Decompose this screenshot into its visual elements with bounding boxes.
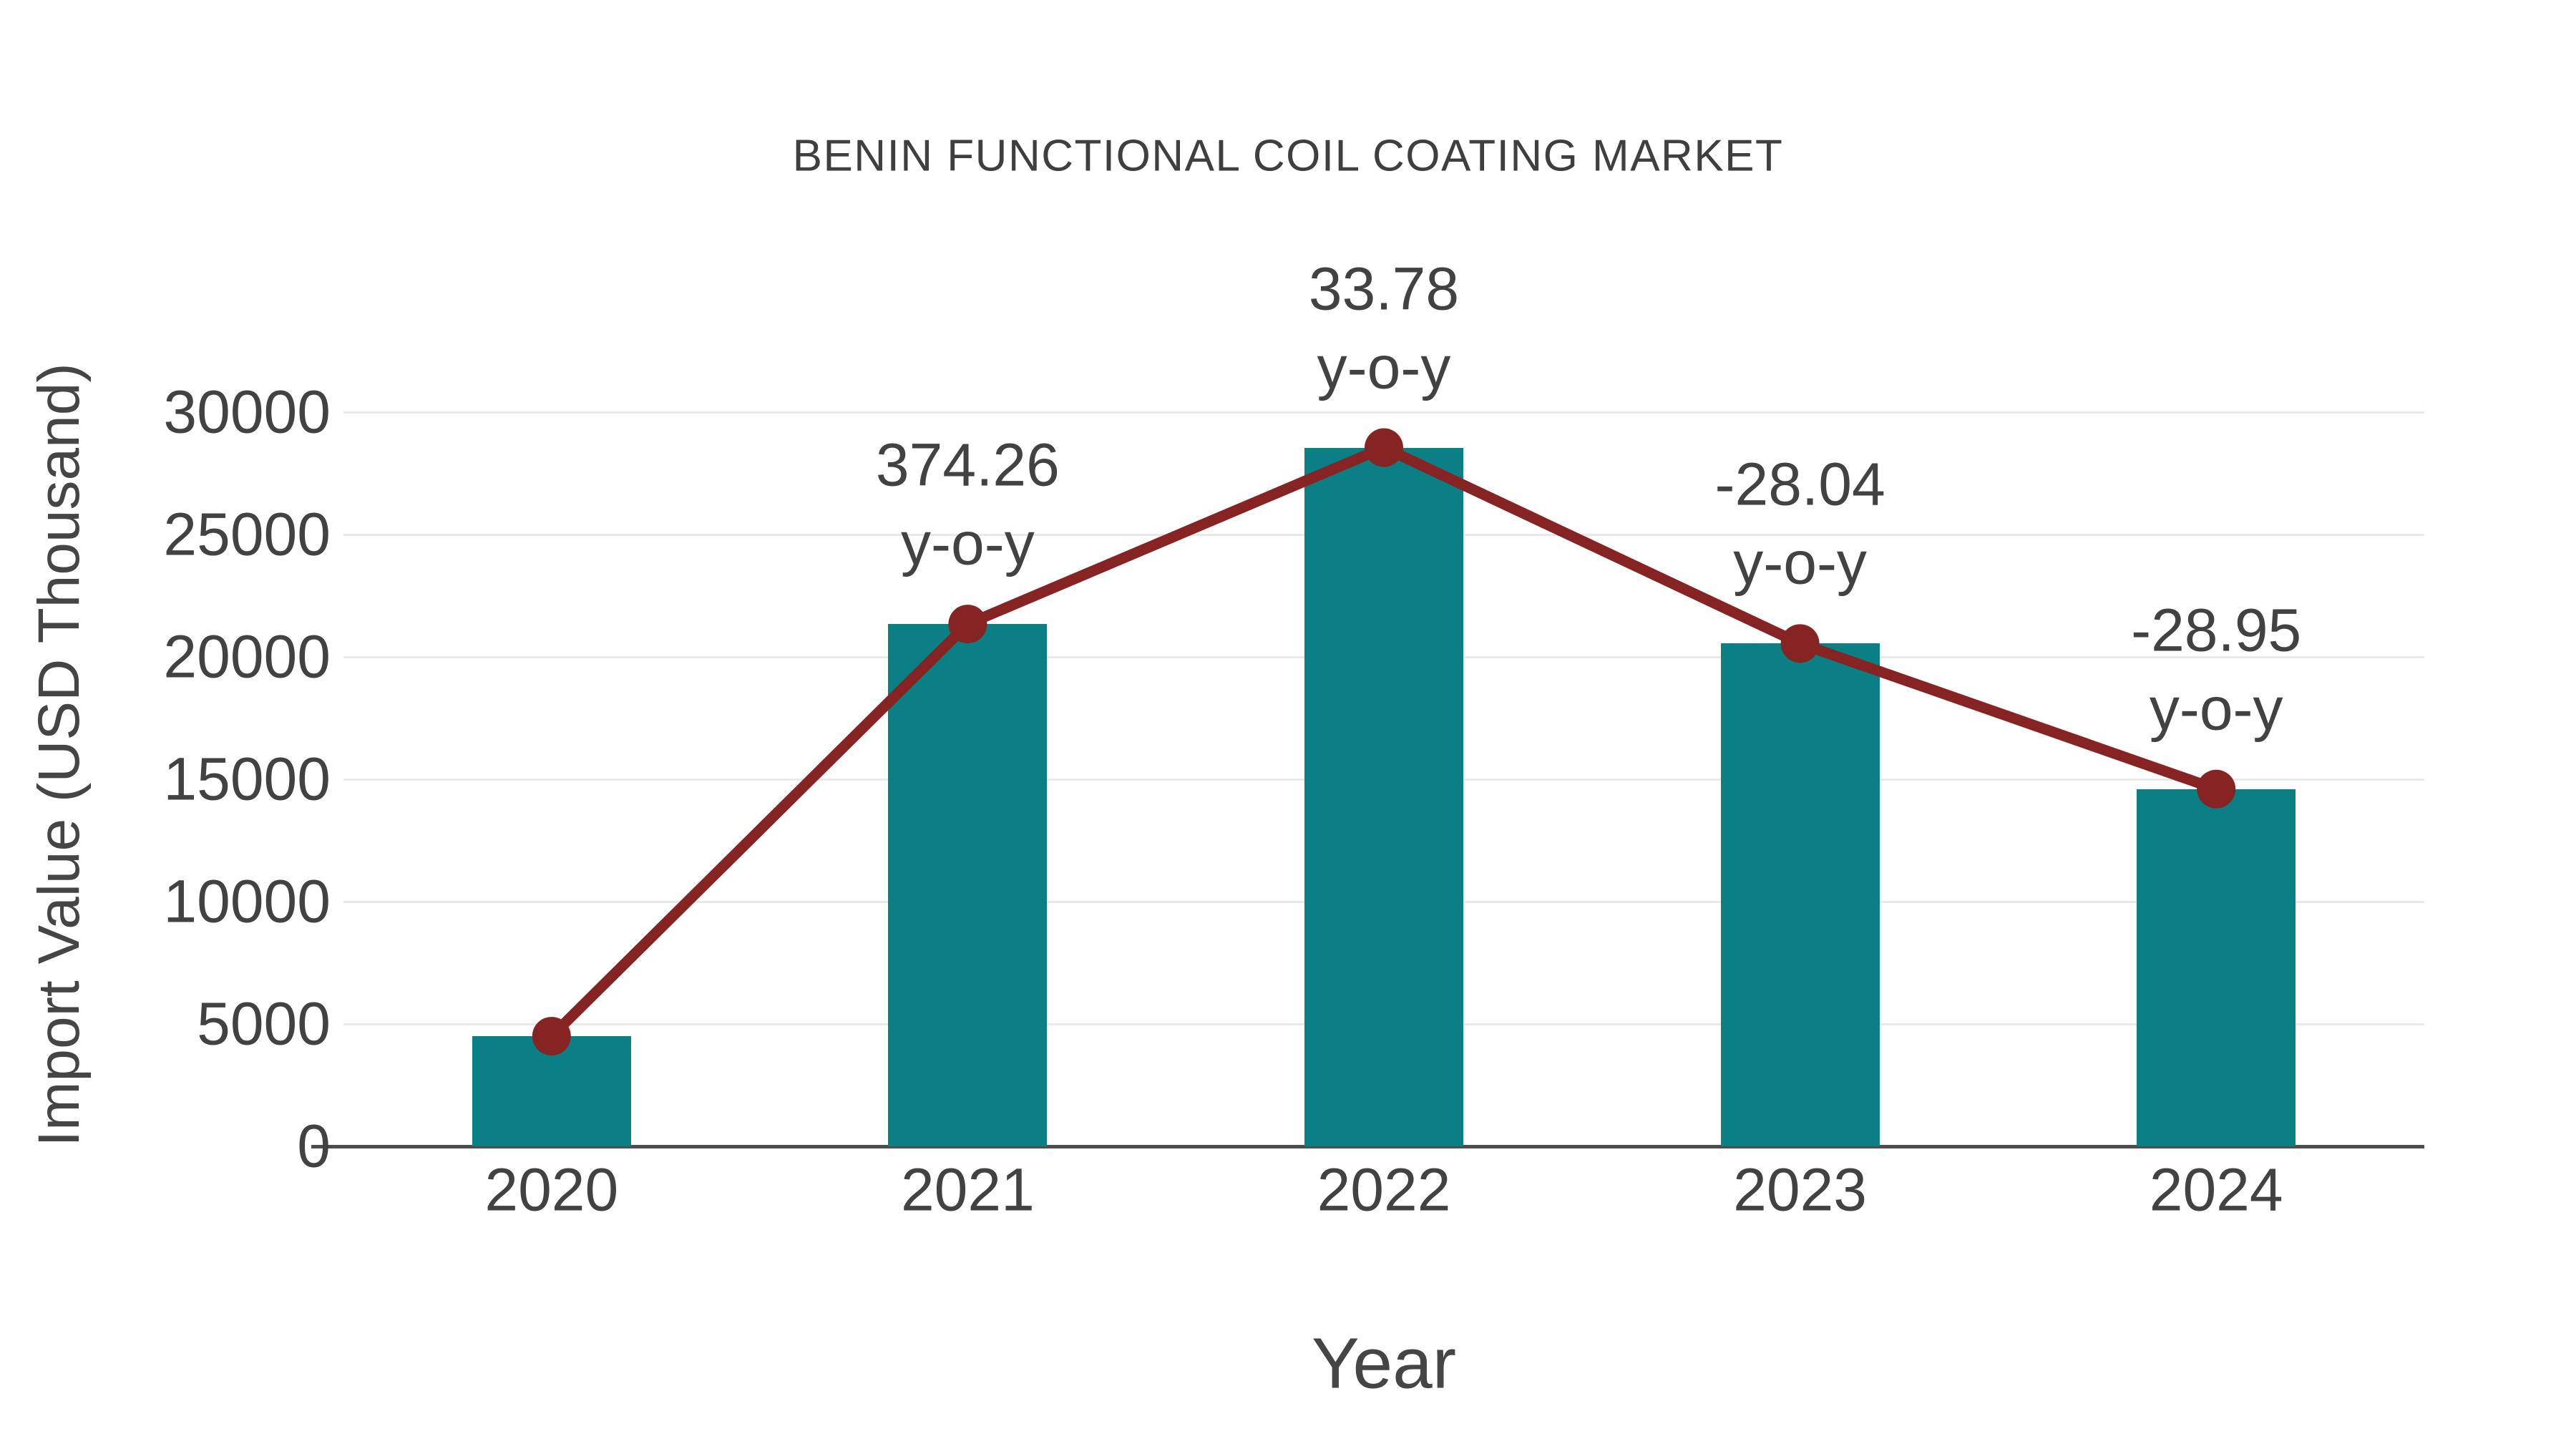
gridline-30000 bbox=[343, 411, 2424, 414]
annotation-2023-value: -28.04 bbox=[1714, 450, 1885, 518]
annotation-2024-yoy-label: y-o-y bbox=[2149, 675, 2283, 743]
annotation-2022-value: 33.78 bbox=[1308, 255, 1460, 323]
bar-2024 bbox=[2137, 789, 2296, 1146]
x-tick-2024: 2024 bbox=[2149, 1156, 2283, 1224]
annotation-2023-yoy-label: y-o-y bbox=[1733, 529, 1867, 597]
y-tick-25000: 25000 bbox=[163, 500, 331, 568]
x-tick-2022: 2022 bbox=[1317, 1156, 1451, 1224]
chart-title: BENIN FUNCTIONAL COIL COATING MARKET bbox=[792, 131, 1784, 181]
bar-2023 bbox=[1720, 643, 1880, 1146]
annotation-2022-yoy-label: y-o-y bbox=[1317, 333, 1451, 401]
y-tick-20000: 20000 bbox=[163, 623, 331, 691]
y-tick-15000: 15000 bbox=[163, 745, 331, 813]
bar-2020 bbox=[472, 1036, 631, 1146]
y-tick-5000: 5000 bbox=[197, 990, 331, 1058]
x-tick-2023: 2023 bbox=[1733, 1156, 1868, 1224]
x-tick-2021: 2021 bbox=[900, 1156, 1035, 1224]
y-tick-10000: 10000 bbox=[163, 867, 331, 935]
bar-2021 bbox=[888, 624, 1048, 1146]
x-tick-2020: 2020 bbox=[484, 1156, 619, 1224]
annotation-2021-value: 374.26 bbox=[875, 431, 1060, 499]
annotation-2021-yoy-label: y-o-y bbox=[901, 509, 1035, 577]
y-tick-30000: 30000 bbox=[163, 378, 331, 446]
x-axis-line bbox=[311, 1144, 2424, 1148]
bar-2022 bbox=[1304, 447, 1463, 1146]
y-tick-0: 0 bbox=[297, 1112, 331, 1180]
annotation-2024-value: -28.95 bbox=[2131, 596, 2302, 664]
x-axis-title: Year bbox=[1311, 1323, 1457, 1404]
